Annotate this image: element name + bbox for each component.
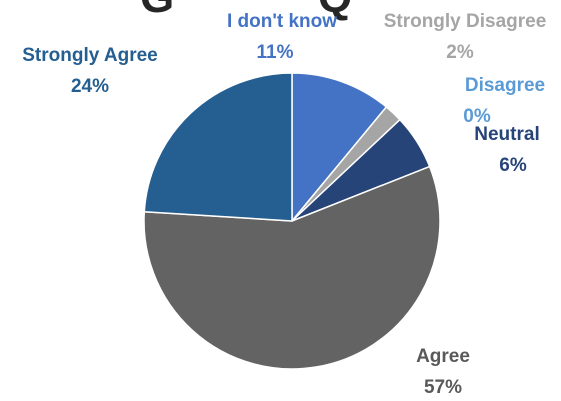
slice-label-disagree: Disagree 0%: [463, 75, 545, 127]
slice-value-label: 11%: [257, 42, 294, 63]
slice-value-label: 6%: [499, 155, 527, 176]
slice-category-label: Agree: [416, 346, 470, 367]
slice-category-label: I don't know: [227, 11, 337, 32]
slice-value-label: 0%: [463, 106, 491, 127]
pie-slice-agree: [143, 165, 441, 370]
slice-category-label: Disagree: [465, 75, 545, 96]
slice-value-label: 2%: [446, 42, 474, 63]
slice-category-label: Strongly Disagree: [384, 11, 547, 32]
pie-slices: [143, 72, 441, 370]
slice-label-agree: Agree 57%: [416, 346, 470, 398]
slice-category-label: Strongly Agree: [22, 45, 158, 66]
pie-slice-strongly-agree: [143, 72, 293, 222]
svg-text:G: G: [140, 0, 174, 22]
cropped-title-fragment: G Q: [140, 0, 352, 22]
pie-slice-i-don-t-know: [291, 72, 388, 222]
slice-label-neutral: Neutral 6%: [474, 124, 539, 176]
slice-category-label: Neutral: [474, 124, 539, 145]
slice-label-i-dont-know: I don't know 11%: [227, 11, 337, 63]
slice-value-label: 57%: [424, 377, 462, 398]
slice-label-strongly-agree: Strongly Agree 24%: [22, 45, 158, 97]
slice-value-label: 24%: [71, 76, 109, 97]
svg-text:Q: Q: [318, 0, 352, 22]
slice-label-strongly-disagree: Strongly Disagree 2%: [384, 11, 547, 63]
